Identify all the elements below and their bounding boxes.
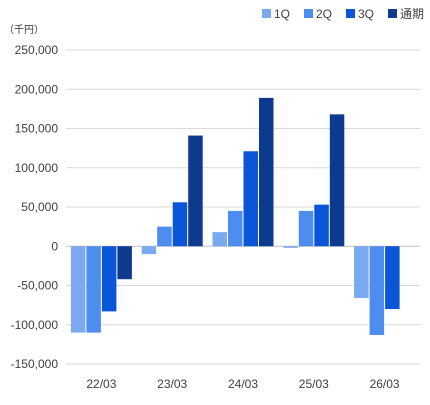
x-tick-label: 24/03 — [228, 377, 258, 391]
y-tick-label: -100,000 — [11, 318, 59, 332]
legend-label: 1Q — [274, 7, 290, 21]
bar-1Q-23/03 — [141, 246, 157, 255]
bar-通期-25/03 — [329, 114, 345, 247]
y-unit-label: （千円） — [4, 24, 44, 36]
bar-3Q-26/03 — [385, 246, 400, 310]
y-tick-label: 0 — [51, 239, 58, 253]
y-tick-label: 150,000 — [15, 122, 59, 136]
bar-通期-23/03 — [188, 135, 203, 247]
bar-通期-22/03 — [117, 246, 132, 280]
x-tick-label: 22/03 — [86, 377, 116, 391]
y-axis: 250,000 200,000 150,000 100,000 50,000 0 -50,0… — [11, 43, 59, 371]
x-tick-label: 26/03 — [370, 377, 400, 391]
gridlines — [66, 49, 420, 365]
bar-1Q-25/03 — [283, 246, 298, 248]
legend-label: 3Q — [358, 7, 374, 21]
legend-swatch — [262, 9, 271, 18]
legend-label: 2Q — [316, 7, 332, 21]
y-tick-label: 50,000 — [21, 200, 58, 214]
bar-通期-24/03 — [259, 97, 274, 247]
legend: 1Q 2Q 3Q 通期 — [262, 7, 424, 21]
bar-3Q-22/03 — [101, 246, 117, 312]
y-tick-label: -50,000 — [17, 279, 58, 293]
bar-3Q-23/03 — [172, 202, 188, 247]
bar-1Q-22/03 — [70, 246, 86, 333]
legend-swatch — [388, 9, 397, 18]
bar-2Q-25/03 — [298, 210, 314, 247]
bar-2Q-26/03 — [369, 246, 385, 335]
legend-label: 通期 — [400, 7, 424, 21]
legend-swatch — [346, 9, 355, 18]
x-tick-label: 25/03 — [299, 377, 329, 391]
bar-1Q-24/03 — [212, 232, 227, 247]
y-tick-label: -150,000 — [11, 357, 59, 371]
y-tick-label: 200,000 — [15, 82, 59, 96]
y-tick-label: 100,000 — [15, 161, 59, 175]
x-axis: 22/03 23/03 24/03 25/03 26/03 — [86, 377, 400, 391]
bar-2Q-22/03 — [86, 246, 101, 333]
bar-3Q-24/03 — [243, 151, 258, 247]
legend-swatch — [304, 9, 313, 18]
bar-3Q-25/03 — [314, 204, 329, 247]
x-tick-label: 23/03 — [157, 377, 187, 391]
bars — [70, 97, 400, 335]
bar-2Q-24/03 — [228, 210, 243, 247]
y-tick-label: 250,000 — [15, 43, 59, 57]
bar-1Q-26/03 — [354, 246, 369, 299]
bar-2Q-23/03 — [157, 226, 172, 247]
